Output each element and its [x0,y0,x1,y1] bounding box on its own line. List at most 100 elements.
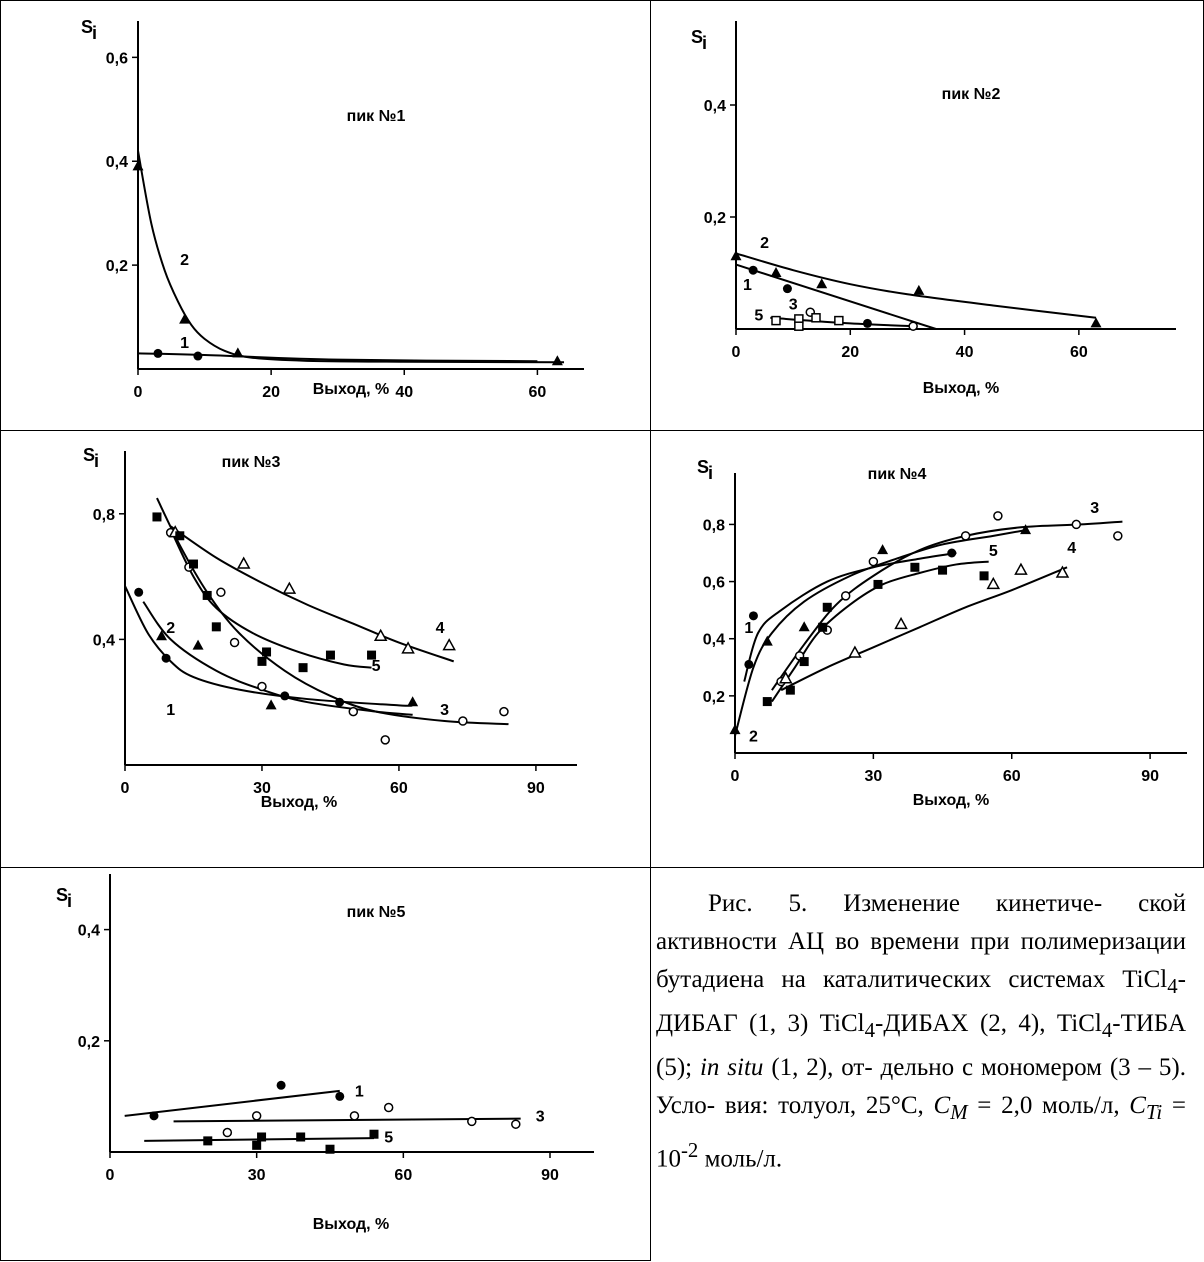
series-2-point [132,160,144,171]
series-4-point [442,638,456,651]
series-4-point [986,576,1001,590]
x-tick-label: 60 [1003,768,1021,785]
curve-label: 3 [440,702,449,719]
x-tick-label: 30 [248,1167,266,1184]
series-3-point [868,556,879,567]
curve-label: 4 [436,620,445,637]
chart-title: пик №2 [942,86,1001,103]
series-3-point [257,681,267,692]
series-4-point [401,641,415,654]
curve-label: 2 [180,252,189,269]
x-tick-label: 30 [864,768,882,785]
y-tick-label: 0,4 [704,98,726,115]
curve-label: 5 [989,543,998,560]
series-2-curve [137,150,565,364]
series-1-point [193,351,203,361]
x-tick-label: 0 [134,384,143,401]
series-2-curve [735,252,1097,319]
series-5-point [262,647,272,657]
series-3-point [993,511,1003,521]
x-axis-label: Выход, % [313,1216,390,1233]
series-2-point [729,724,741,735]
curve-label: 3 [536,1108,545,1125]
x-tick-label: 0 [731,768,740,785]
chart-title: пик №5 [347,904,406,921]
series-3-point [251,1111,262,1121]
curve-label: 5 [754,308,763,325]
series-3-point [960,531,971,541]
curve-label: 2 [760,235,769,252]
caption-subscript: 4 [1101,1018,1113,1042]
y-tick-label: 0,2 [704,210,726,227]
series-2-point [192,639,204,650]
series-1-point [149,1111,159,1121]
caption-line: каталитических системах TiCl [822,966,1168,993]
series-3-point [467,1116,477,1127]
series-5-point [369,1129,379,1139]
caption-line: моль/л. [698,1145,783,1173]
series-3-point [840,591,851,601]
series-5-curve [770,316,914,328]
series-5-point [325,650,335,660]
series-1-point [134,587,144,597]
curve-label: 5 [384,1130,393,1147]
series-2-point [1020,524,1032,535]
series-5-curve [169,529,372,669]
series-5-point [873,579,883,589]
caption-italic: in situ [699,1054,764,1081]
chart-title: пик №4 [868,466,927,483]
series-5-point [794,321,804,331]
series-5-point [252,1140,262,1150]
series-5-point [296,1132,306,1142]
series-5-point [175,531,185,541]
caption-line: -ТИБА (5); [656,1010,1187,1081]
y-axis-label-subscript: i [94,451,99,471]
series-4-curve [170,525,455,663]
series-5-point [188,559,198,569]
y-axis-label-subscript: i [708,463,713,483]
series-1-point [748,265,758,275]
series-1-point [782,284,792,294]
series-1-point [862,318,872,328]
y-axis-label: S [697,457,709,477]
series-5-point [257,656,267,666]
caption-subscript: Ti [1145,1100,1163,1124]
series-3-point [499,706,509,717]
series-5-point [938,565,948,575]
y-axis-label-subscript: i [702,33,707,53]
x-axis-label: Выход, % [261,794,338,811]
caption-line: Изменение кинетиче- [843,890,1103,917]
series-3-point [222,1127,233,1138]
series-5-point [979,571,989,581]
series-1-curve [124,1089,340,1117]
y-tick-label: 0,4 [78,923,100,940]
series-1-curve [137,352,538,363]
x-tick-label: 60 [394,1167,412,1184]
caption-line: ДИБАГ (1, 3) TiCl [656,1010,865,1037]
series-3-point [349,1111,360,1121]
chart-peak-1: 0 20 40 60 0,2 0,4 0,6 пик №1 Si Выход, % 1 2 [81,17,584,401]
series-4-point [1014,562,1028,575]
caption-line: ской активности АЦ во времени [656,890,1186,955]
x-tick-label: 30 [253,780,271,797]
series-1-point [947,548,957,558]
curve-label: 1 [166,702,175,719]
series-2-point [232,347,244,358]
series-2-point [1090,317,1102,328]
series-2-point [913,284,925,295]
series-1-point [335,1091,345,1101]
x-axis-label: Выход, % [923,380,1000,397]
caption-label: Рис. 5. [708,890,808,917]
series-2-point [816,278,828,289]
y-tick-label: 0,4 [93,632,115,649]
caption-line: (1, 2), от- [763,1054,873,1081]
series-1-point [744,659,754,669]
y-axis-label-subscript: i [92,23,97,43]
series-4-point [778,671,793,684]
series-3-point [383,1102,394,1113]
series-2-point [761,635,773,646]
series-5-point [822,602,832,612]
series-1-point [748,611,758,621]
